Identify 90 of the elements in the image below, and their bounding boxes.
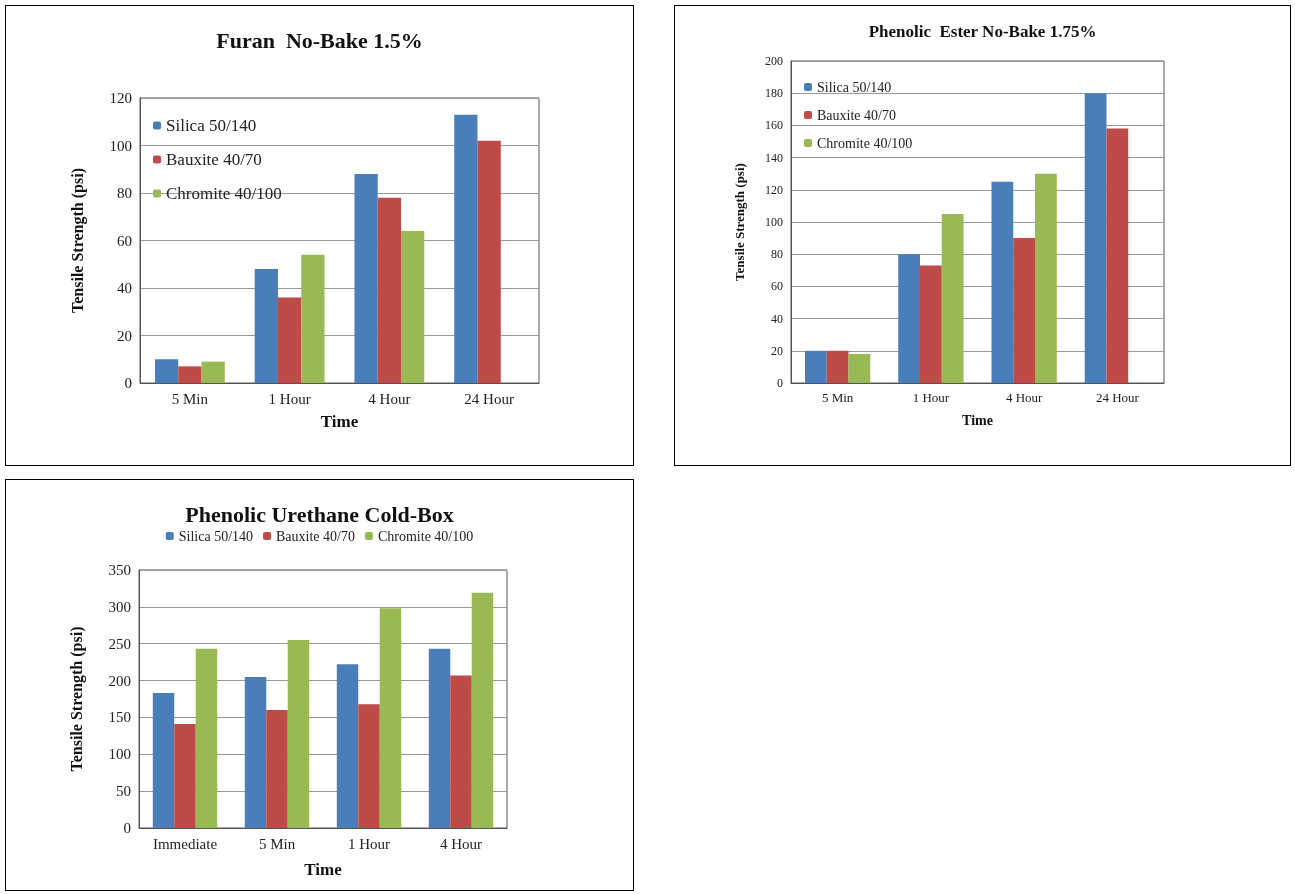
bar xyxy=(1013,238,1035,383)
bar xyxy=(428,648,451,828)
x-tick-label: 4 Hour xyxy=(439,835,483,852)
legend-label: Bauxite 40/70 xyxy=(276,528,355,544)
bar xyxy=(201,361,225,383)
legend-label: Bauxite 40/70 xyxy=(817,107,896,123)
y-tick-label: 80 xyxy=(117,185,132,201)
x-tick-label: 1 Hour xyxy=(268,390,311,407)
y-tick-label: 120 xyxy=(765,182,783,197)
y-tick-label: 50 xyxy=(116,783,131,800)
legend-label: Chromite 40/100 xyxy=(377,528,474,544)
y-tick-label: 80 xyxy=(771,247,783,262)
bar xyxy=(477,140,501,383)
x-axis-title: Time xyxy=(320,412,359,431)
bar xyxy=(377,197,402,383)
legend-label: Chromite 40/100 xyxy=(166,184,282,203)
legend-label: Bauxite 40/70 xyxy=(166,150,262,169)
chart-title: Furan No-Bake 1.5% xyxy=(216,27,423,53)
y-tick-label: 40 xyxy=(117,280,132,296)
bar xyxy=(154,359,179,383)
x-tick-label: 24 Hour xyxy=(1095,390,1140,405)
bar xyxy=(152,693,175,828)
x-tick-label: 5 Min xyxy=(258,835,296,852)
y-tick-label: 350 xyxy=(108,562,131,578)
x-tick-label: 1 Hour xyxy=(912,390,950,405)
bar xyxy=(379,608,402,828)
y-tick-label: 40 xyxy=(771,311,783,326)
bar xyxy=(174,724,196,828)
bar xyxy=(277,297,302,383)
bar xyxy=(195,648,218,828)
y-tick-label: 200 xyxy=(765,54,783,68)
x-tick-label: 1 Hour xyxy=(347,835,391,852)
legend-label: Silica 50/140 xyxy=(166,116,257,135)
bar xyxy=(848,354,871,383)
bar xyxy=(266,710,288,828)
y-tick-label: 150 xyxy=(108,709,131,726)
bar xyxy=(804,350,827,383)
y-tick-label: 140 xyxy=(765,150,783,165)
x-tick-label: 24 Hour xyxy=(464,390,514,407)
bar xyxy=(1035,173,1057,383)
legend-label: Silica 50/140 xyxy=(178,528,254,544)
x-tick-label: 5 Min xyxy=(821,390,854,405)
bar xyxy=(358,704,380,828)
bar xyxy=(178,366,202,383)
x-tick-label: 4 Hour xyxy=(368,390,411,407)
x-axis-title: Time xyxy=(962,412,993,428)
legend-label: Silica 50/140 xyxy=(817,79,892,95)
y-tick-label: 0 xyxy=(777,376,783,390)
bar xyxy=(898,254,920,383)
y-tick-label: 200 xyxy=(108,672,131,689)
bar xyxy=(244,676,267,828)
bar xyxy=(301,254,325,383)
bar xyxy=(450,675,472,828)
bar xyxy=(401,231,425,383)
chart-title: Phenolic Ester No-Bake 1.75% xyxy=(868,22,1097,41)
bar xyxy=(354,174,378,383)
legend-label: Chromite 40/100 xyxy=(817,135,913,151)
bar xyxy=(1084,93,1107,383)
bar xyxy=(941,213,964,383)
bar xyxy=(471,592,494,828)
bar xyxy=(991,181,1014,383)
x-axis-title: Time xyxy=(304,860,343,879)
y-tick-label: 120 xyxy=(109,90,132,106)
bar xyxy=(826,350,849,383)
y-tick-label: 0 xyxy=(124,375,132,391)
y-axis-title: Tensile Strength (psi) xyxy=(732,163,747,281)
y-tick-label: 20 xyxy=(771,343,783,358)
y-tick-label: 100 xyxy=(109,137,132,154)
bar xyxy=(336,664,359,828)
bar xyxy=(920,265,942,383)
y-tick-label: 60 xyxy=(117,232,132,249)
y-axis-title: Tensile Strength (psi) xyxy=(68,168,87,313)
y-axis-title: Tensile Strength (psi) xyxy=(67,626,86,772)
y-tick-label: 100 xyxy=(765,215,783,229)
bar xyxy=(254,269,278,383)
x-tick-label: 4 Hour xyxy=(1005,390,1044,405)
y-tick-label: 160 xyxy=(765,118,783,133)
x-tick-label: Immediate xyxy=(152,835,218,852)
y-tick-label: 0 xyxy=(123,820,131,836)
y-tick-label: 300 xyxy=(108,598,131,615)
y-tick-label: 250 xyxy=(108,635,131,652)
y-tick-label: 180 xyxy=(765,86,783,101)
y-tick-label: 20 xyxy=(117,327,132,344)
bar xyxy=(1106,128,1129,383)
chart-title: Phenolic Urethane Cold-Box xyxy=(185,501,454,527)
y-tick-label: 60 xyxy=(771,279,783,294)
x-tick-label: 5 Min xyxy=(171,390,209,407)
bar xyxy=(454,114,478,383)
bar xyxy=(287,640,310,828)
y-tick-label: 100 xyxy=(108,746,131,763)
